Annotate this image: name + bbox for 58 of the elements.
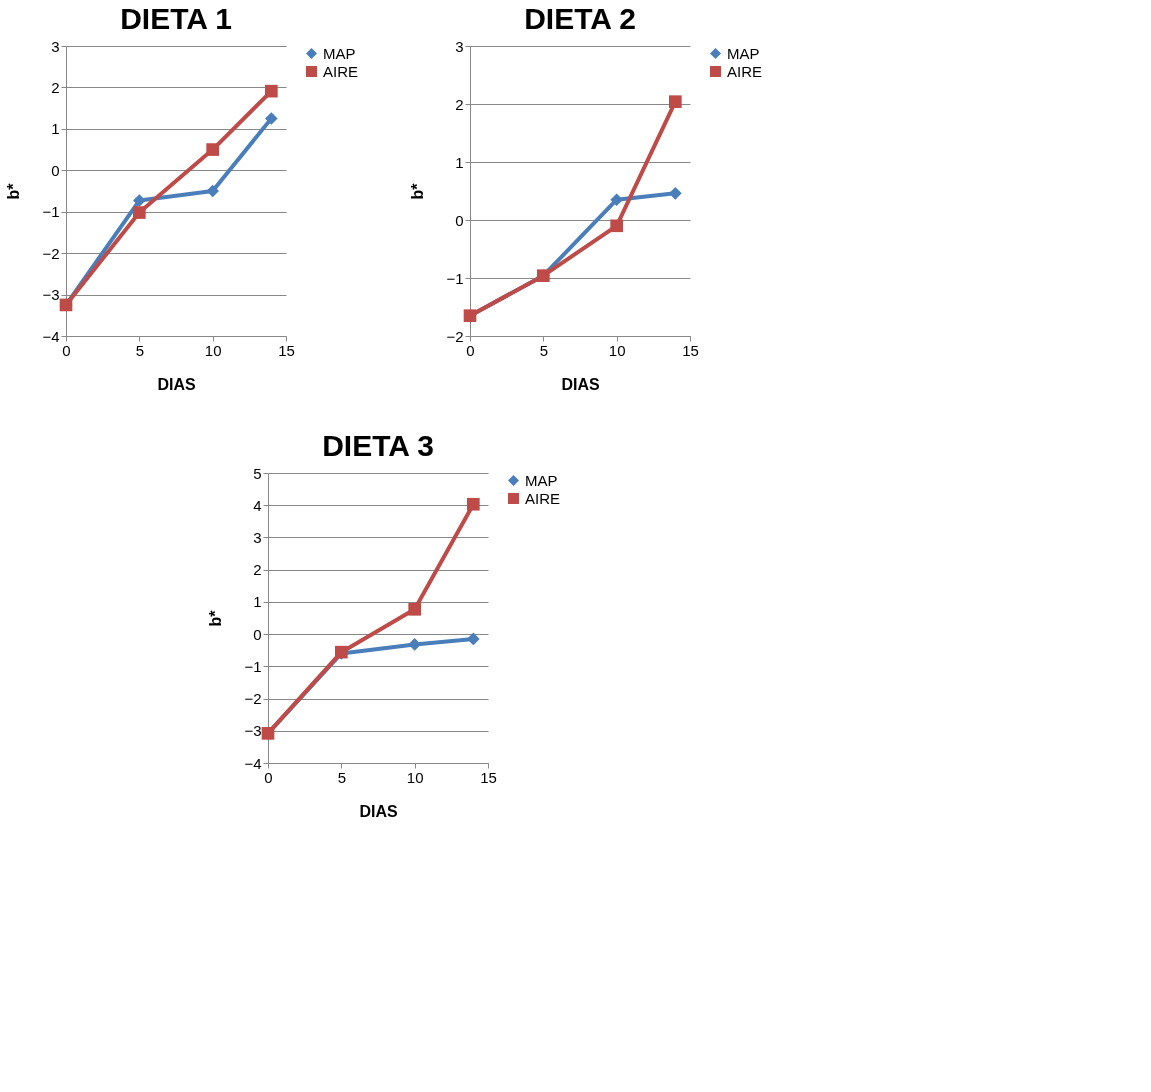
y-tick-label: 1 [455, 153, 464, 171]
y-tick-label: 0 [455, 211, 464, 229]
legend-label: MAP [323, 44, 356, 62]
y-tick-label: −1 [42, 203, 60, 221]
chart-title: DIETA 2 [524, 2, 636, 35]
legend-label: AIRE [323, 62, 359, 80]
point [467, 497, 480, 511]
y-tick-label: 4 [253, 496, 262, 514]
legend-label: AIRE [727, 62, 763, 80]
y-axis-title: b* [207, 609, 225, 627]
x-tick-label: 10 [406, 768, 424, 786]
y-tick-label: 2 [253, 561, 262, 579]
point [610, 219, 623, 233]
y-tick-label: 0 [253, 625, 262, 643]
y-tick-label: 2 [51, 78, 60, 96]
y-tick-label: 3 [455, 37, 464, 55]
x-tick-label: 0 [264, 768, 273, 786]
y-tick-label: −2 [446, 327, 464, 345]
y-tick-label: 2 [455, 95, 464, 113]
x-axis-title: DIAS [561, 375, 600, 393]
point [610, 193, 623, 207]
x-tick-label: 10 [204, 341, 222, 359]
y-tick-label: 3 [51, 37, 60, 55]
y-tick-label: −4 [244, 754, 262, 772]
y-tick-label: −1 [446, 269, 464, 287]
y-tick-label: 3 [253, 528, 262, 546]
y-axis-title: b* [5, 182, 23, 200]
x-tick-label: 5 [337, 768, 347, 786]
x-axis-title: DIAS [359, 802, 398, 820]
point [467, 632, 480, 646]
y-tick-label: −1 [244, 657, 262, 675]
y-tick-label: 0 [51, 161, 60, 179]
y-tick-label: −3 [244, 722, 262, 740]
x-axis-title: DIAS [157, 375, 196, 393]
chart-title: DIETA 1 [120, 2, 232, 35]
legend-label: AIRE [525, 489, 561, 507]
y-tick-label: −2 [244, 690, 262, 708]
point [206, 184, 219, 198]
legend-label: MAP [525, 471, 558, 489]
y-tick-label: −2 [42, 244, 60, 262]
x-tick-label: 5 [135, 341, 145, 359]
x-tick-label: 15 [682, 341, 699, 359]
x-tick-label: 15 [480, 768, 497, 786]
y-tick-label: 5 [253, 464, 262, 482]
y-tick-label: 1 [253, 593, 262, 611]
y-tick-label: −3 [42, 286, 60, 304]
legend-label: MAP [727, 44, 760, 62]
y-tick-label: −4 [42, 327, 60, 345]
x-tick-label: 0 [466, 341, 475, 359]
x-tick-label: 15 [278, 341, 295, 359]
x-tick-label: 10 [608, 341, 626, 359]
x-tick-label: 5 [539, 341, 549, 359]
point [408, 602, 421, 616]
point [265, 84, 278, 98]
x-tick-label: 0 [62, 341, 71, 359]
chart-title: DIETA 3 [322, 429, 434, 462]
y-tick-label: 1 [51, 120, 60, 138]
y-axis-title: b* [409, 182, 427, 200]
